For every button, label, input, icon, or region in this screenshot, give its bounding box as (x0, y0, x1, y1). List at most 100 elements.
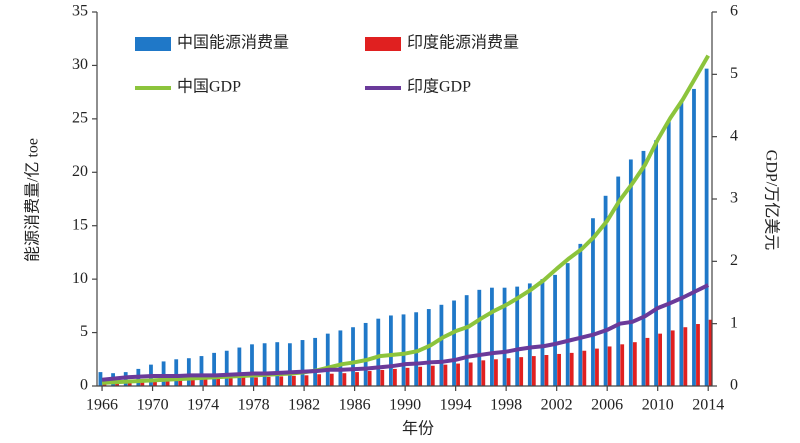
bar (439, 304, 444, 386)
bar (237, 347, 242, 386)
bar (367, 371, 372, 386)
bar (241, 377, 246, 386)
bar (679, 100, 684, 386)
bar (363, 322, 368, 386)
bar (582, 350, 587, 386)
y2-tick-label: 1 (730, 314, 738, 331)
bar (696, 324, 700, 386)
bar (174, 359, 179, 386)
bar (443, 364, 448, 386)
bar (342, 373, 347, 386)
bar (216, 378, 221, 386)
bar (401, 314, 406, 386)
line-series (101, 54, 710, 385)
x-tick-label: 1994 (440, 397, 472, 414)
x-tick-label: 1966 (86, 397, 118, 414)
line-series (101, 283, 710, 382)
x-tick-label: 1982 (288, 397, 320, 414)
bar (704, 68, 709, 387)
bar (186, 358, 191, 386)
bar (468, 362, 473, 386)
bar (414, 312, 419, 386)
legend-label: 印度能源消费量 (407, 34, 519, 52)
y2-tick-label: 5 (730, 65, 738, 82)
bar (203, 378, 208, 386)
y-tick-label: 0 (80, 377, 88, 394)
y2-tick-label: 0 (730, 377, 738, 394)
bar (355, 372, 359, 386)
legend-label: 印度GDP (407, 78, 471, 96)
bar (266, 376, 271, 386)
y2-tick-label: 3 (730, 190, 738, 207)
x-tick-label: 1986 (339, 397, 371, 414)
x-tick-label: 1998 (490, 397, 522, 414)
bar (670, 330, 675, 386)
bar (494, 359, 498, 386)
bar (692, 88, 696, 387)
bar (658, 333, 662, 386)
x-tick-label: 2014 (692, 397, 724, 414)
legend-swatch (365, 37, 401, 51)
bar (683, 327, 688, 386)
bar (178, 379, 183, 386)
bar (228, 377, 233, 386)
x-tick-label: 2002 (541, 397, 573, 414)
bar (569, 352, 574, 386)
bar (490, 287, 494, 386)
bar (502, 287, 507, 386)
bar (224, 350, 229, 386)
bar (632, 342, 637, 386)
bar (515, 286, 520, 386)
bar (313, 337, 318, 386)
y2-tick-label: 4 (730, 127, 738, 144)
bar (666, 120, 671, 386)
bar (275, 342, 280, 386)
bar (620, 344, 625, 386)
x-tick-label: 1974 (187, 397, 219, 414)
bar (287, 343, 292, 386)
bar (527, 283, 532, 386)
bar (376, 318, 381, 386)
bar (98, 372, 103, 386)
bar (591, 218, 595, 386)
bar (291, 375, 296, 386)
x-axis-label: 年份 (402, 420, 434, 438)
y2-tick-label: 6 (730, 3, 738, 20)
bar (557, 353, 561, 386)
bar (262, 343, 267, 386)
bar (212, 352, 217, 386)
bar (531, 356, 536, 386)
bar (153, 379, 157, 386)
bar (645, 337, 650, 386)
bar (565, 263, 570, 386)
bar (481, 360, 486, 386)
bar (544, 355, 549, 386)
bar (165, 379, 170, 386)
bar (477, 289, 482, 386)
x-tick-label: 2010 (642, 397, 674, 414)
x-tick-label: 2006 (591, 397, 623, 414)
y-tick-label: 35 (72, 3, 88, 20)
bar (418, 366, 423, 386)
bar (389, 315, 393, 386)
x-tick-label: 1978 (238, 397, 270, 414)
y-tick-label: 20 (72, 163, 88, 180)
bar (578, 243, 583, 386)
bar (317, 374, 322, 386)
bar (628, 159, 633, 386)
bar (430, 365, 435, 386)
y-tick-label: 5 (80, 323, 88, 340)
bar (519, 357, 524, 386)
bar (304, 375, 309, 386)
bar (338, 330, 343, 386)
bar (250, 344, 254, 386)
bar (380, 369, 385, 386)
legend-label: 中国GDP (177, 78, 241, 96)
bar (325, 333, 330, 386)
legend-swatch (135, 37, 171, 51)
bar (603, 195, 608, 386)
bar (595, 348, 599, 386)
bar (405, 367, 410, 386)
x-tick-label: 1970 (137, 397, 169, 414)
